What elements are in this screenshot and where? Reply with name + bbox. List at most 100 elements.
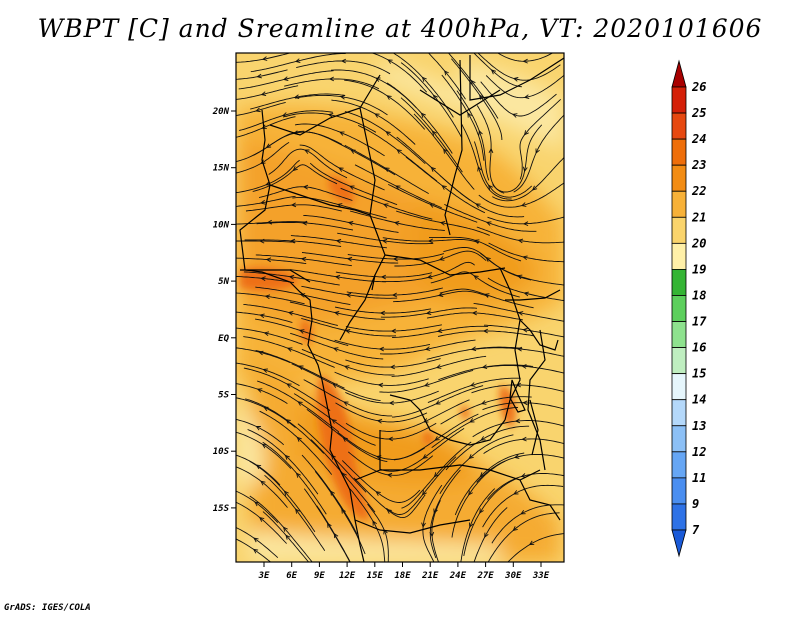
- streamline: [513, 114, 564, 193]
- streamline-arrow: [265, 257, 272, 263]
- streamline: [429, 469, 461, 559]
- streamline-arrow: [261, 56, 268, 61]
- streamline-arrow: [441, 185, 447, 190]
- streamline: [395, 210, 490, 236]
- colorbar-label: 9: [692, 497, 699, 511]
- streamline-arrow: [258, 350, 264, 356]
- streamline-arrow: [263, 331, 270, 336]
- colorbar-box: [671, 216, 687, 244]
- streamline: [507, 533, 564, 562]
- wbpt-shading: [236, 53, 564, 562]
- streamline-arrow: [331, 419, 337, 424]
- streamline-arrow: [304, 149, 310, 154]
- streamline: [482, 402, 564, 411]
- streamline: [382, 237, 480, 244]
- streamline-arrow: [469, 418, 475, 423]
- streamline: [299, 144, 385, 191]
- streamline: [236, 383, 288, 404]
- colorbar-label: 12: [692, 445, 706, 459]
- credit-label: GrADS: IGES/COLA: [4, 603, 91, 613]
- streamline-arrow: [520, 510, 526, 515]
- streamline-arrow: [283, 490, 289, 496]
- colorbar-label: 25: [691, 106, 706, 120]
- streamline-arrow: [259, 199, 266, 205]
- streamline-arrow: [392, 256, 399, 262]
- streamline-arrow: [425, 310, 432, 316]
- streamlines: [236, 53, 564, 562]
- streamline: [488, 242, 564, 263]
- streamline-arrow: [514, 418, 521, 424]
- streamline: [484, 324, 564, 338]
- streamline: [236, 431, 292, 469]
- streamline-arrow: [420, 112, 426, 118]
- colorbar-label: 23: [691, 158, 706, 172]
- y-tick-label: 10S: [213, 447, 230, 457]
- streamline: [291, 363, 381, 402]
- y-tick-label: 5N: [218, 277, 229, 287]
- streamline: [309, 162, 398, 206]
- streamline: [492, 124, 543, 193]
- streamline-arrow: [468, 490, 473, 496]
- streamline-arrow: [346, 256, 353, 262]
- streamline-arrow: [265, 181, 271, 186]
- streamline: [236, 195, 296, 207]
- streamline-arrow: [302, 184, 309, 190]
- streamline: [345, 324, 442, 332]
- streamline-arrow: [339, 131, 345, 136]
- y-tick-label: EQ: [218, 334, 229, 344]
- streamline-arrow: [284, 454, 290, 460]
- colorbar-label: 19: [692, 262, 706, 276]
- streamline: [238, 70, 334, 90]
- streamline: [380, 428, 465, 472]
- x-tick-label: 9E: [314, 571, 325, 581]
- streamline: [301, 317, 397, 337]
- streamline: [473, 141, 533, 198]
- streamline-arrow: [433, 472, 439, 478]
- streamline: [482, 365, 564, 374]
- y-tick-label: 5S: [218, 391, 229, 401]
- streamline: [236, 85, 299, 100]
- streamline: [367, 503, 389, 562]
- streamline-arrow: [379, 310, 386, 316]
- streamline-arrow: [286, 383, 292, 388]
- streamline: [294, 123, 385, 157]
- streamline: [492, 156, 564, 202]
- streamline-arrow: [480, 400, 487, 405]
- streamline: [236, 275, 295, 284]
- streamline-arrow: [328, 76, 335, 82]
- streamline-arrow: [477, 165, 482, 172]
- streamline-arrow: [531, 185, 538, 191]
- streamline: [427, 53, 466, 100]
- streamline-arrow: [289, 238, 296, 244]
- streamline: [353, 477, 426, 519]
- streamline-arrow: [433, 508, 438, 515]
- x-tick-label: 30E: [504, 571, 522, 581]
- colorbar-box: [671, 164, 687, 192]
- streamline-arrow: [285, 419, 291, 424]
- streamline-arrow: [299, 293, 306, 298]
- streamline: [392, 53, 454, 118]
- x-tick-label: 33E: [532, 571, 550, 581]
- y-axis: 20N 15N 10N 5N EQ 5S 10S 15S: [212, 107, 236, 514]
- streamline-arrow: [488, 147, 494, 154]
- streamline: [471, 347, 564, 357]
- streamline-arrow: [264, 294, 271, 300]
- streamline: [331, 99, 416, 145]
- streamline-arrow: [347, 221, 354, 226]
- streamline-arrow: [387, 436, 394, 442]
- streamline: [239, 110, 333, 131]
- streamline-arrow: [480, 436, 486, 441]
- streamline: [301, 285, 398, 299]
- streamline: [236, 538, 272, 562]
- x-axis: 3E 6E 9E 12E 15E 18E 21E 24E 27E 30E 33E: [258, 562, 550, 581]
- streamline-arrow: [260, 91, 267, 96]
- streamline-arrow: [520, 202, 527, 207]
- streamline: [456, 90, 490, 181]
- streamline: [259, 410, 333, 475]
- streamline: [391, 355, 487, 377]
- streamline: [426, 312, 523, 321]
- streamline-arrow: [301, 220, 308, 226]
- streamline: [477, 53, 561, 81]
- x-tick-label: 6E: [286, 571, 297, 581]
- colorbar-label: 20: [691, 236, 706, 250]
